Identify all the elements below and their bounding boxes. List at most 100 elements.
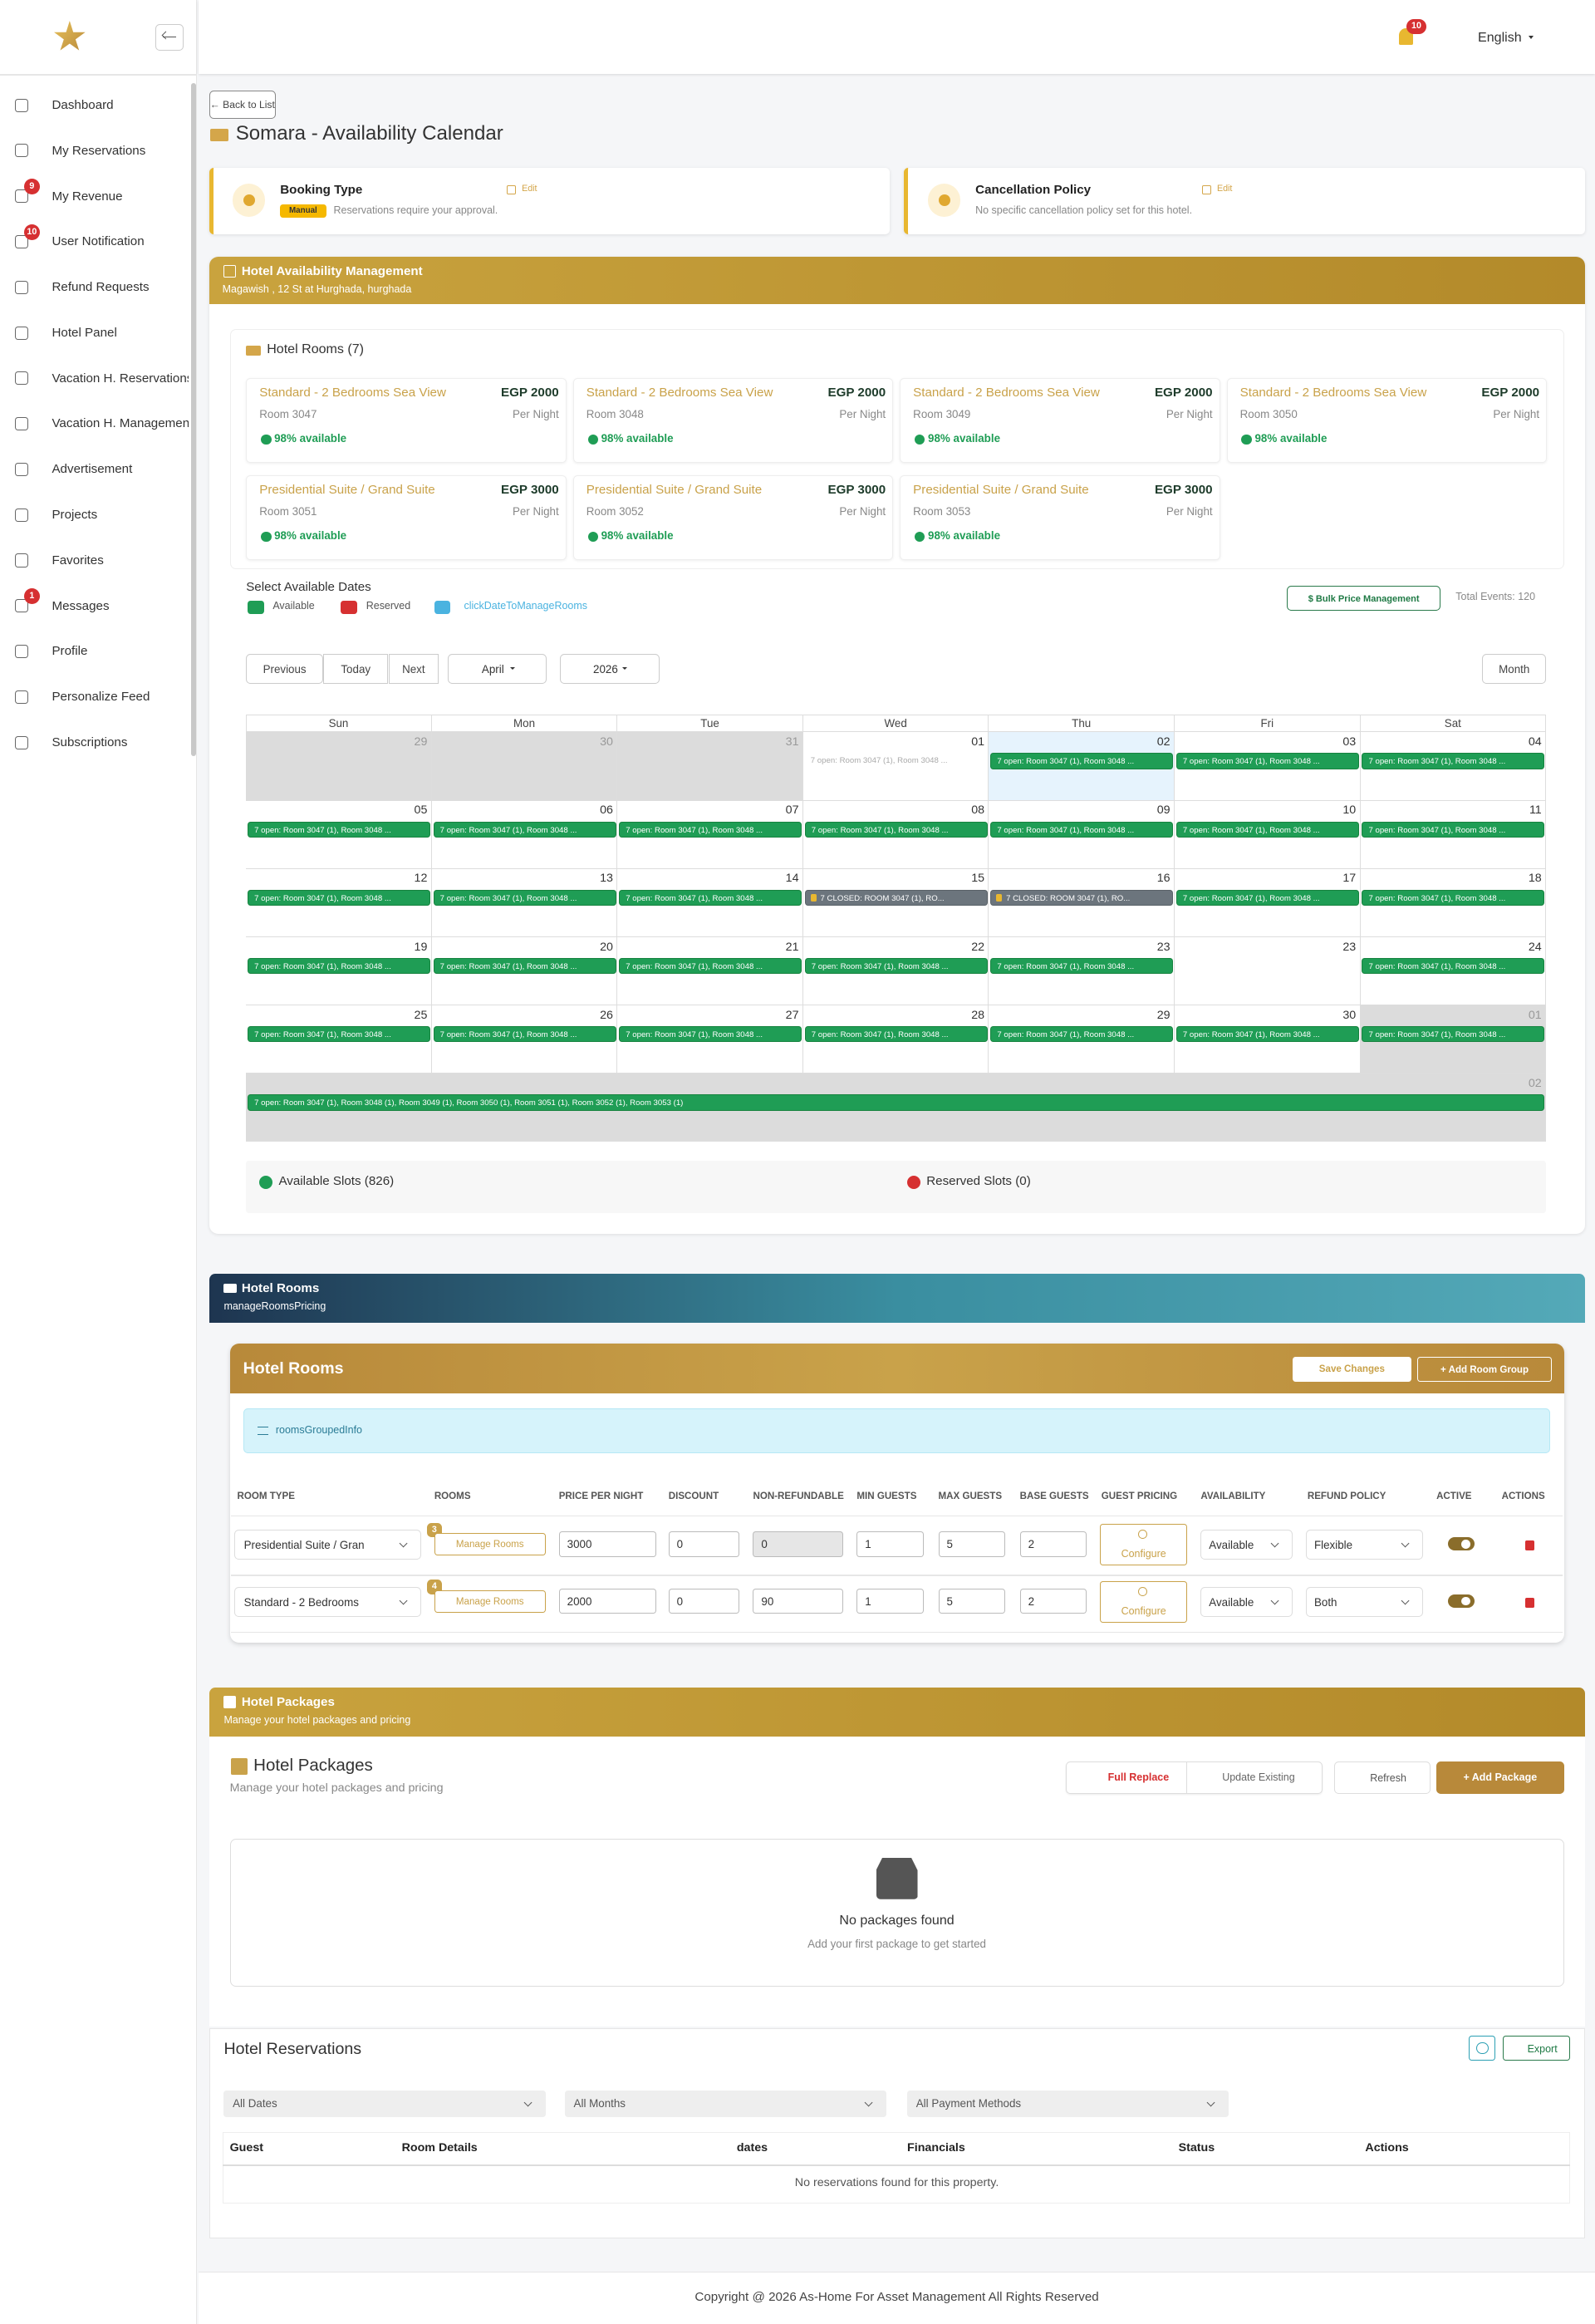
table-header: dates	[736, 2141, 768, 2155]
calendar-event[interactable]: 7 open: Room 3047 (1), Room 3048 ...	[433, 889, 616, 907]
calendar-event[interactable]: 7 open: Room 3047 (1), Room 3048 ...	[433, 957, 616, 975]
sidebar-item[interactable]: Hotel Panel	[52, 325, 117, 340]
number-input[interactable]: 90	[753, 1588, 844, 1614]
number-input[interactable]: 5	[938, 1588, 1005, 1614]
calendar-event[interactable]: 7 open: Room 3047 (1), Room 3048 ...	[804, 957, 988, 975]
calendar-event[interactable]: 7 open: Room 3047 (1), Room 3048 ...	[619, 1025, 802, 1043]
back-button[interactable]: ← Back to List	[209, 90, 276, 119]
sidebar-item[interactable]: Dashboard	[52, 97, 114, 112]
calendar-nav-button[interactable]: Previous	[246, 653, 323, 684]
sidebar-item[interactable]: Refund Requests	[52, 280, 150, 295]
calendar-day[interactable]	[617, 732, 803, 801]
calendar-event[interactable]: 7 open: Room 3047 (1), Room 3048 ...	[1362, 957, 1545, 975]
calendar-event[interactable]: 7 open: Room 3047 (1), Room 3048 ...	[1362, 821, 1545, 838]
manage-rooms-button[interactable]: Manage Rooms	[434, 1589, 546, 1613]
room-number: Room 3047	[259, 407, 317, 420]
number-input[interactable]: 3000	[558, 1531, 657, 1557]
sidebar-item[interactable]: Profile	[52, 644, 88, 659]
calendar-event[interactable]: 7 open: Room 3047 (1), Room 3048 ...	[1362, 753, 1545, 770]
room-type-select[interactable]: Standard - 2 Bedrooms	[233, 1587, 421, 1617]
calendar-event[interactable]: 7 open: Room 3047 (1), Room 3048 ...	[1362, 1025, 1545, 1043]
export-button[interactable]: Export	[1503, 2035, 1570, 2061]
calendar-event[interactable]: 7 CLOSED: ROOM 3047 (1), RO...	[804, 889, 988, 907]
availability-select[interactable]: Available	[1200, 1587, 1293, 1617]
calendar-event[interactable]: 7 open: Room 3047 (1), Room 3048 ...	[990, 1025, 1174, 1043]
sidebar-item[interactable]: My Revenue	[52, 189, 123, 204]
number-input[interactable]: 1	[856, 1531, 924, 1557]
calendar-event[interactable]: 7 open: Room 3047 (1), Room 3048 ...	[247, 1025, 430, 1043]
room-card	[572, 474, 894, 560]
calendar-event[interactable]: 7 open: Room 3047 (1), Room 3048 ...	[804, 1025, 988, 1043]
number-input[interactable]: 2	[1019, 1588, 1087, 1614]
refund-policy-select[interactable]: Flexible	[1306, 1530, 1423, 1560]
calendar-event[interactable]: 7 open: Room 3047 (1), Room 3048 ...	[1175, 821, 1359, 838]
calendar-event[interactable]: 7 open: Room 3047 (1), Room 3048 ...	[1362, 889, 1545, 907]
sidebar-item[interactable]: Vacation H. Reservations	[52, 371, 189, 386]
delete-icon[interactable]	[1525, 1540, 1534, 1551]
availability-select[interactable]: Available	[1200, 1530, 1293, 1560]
calendar-nav-button[interactable]: Next	[388, 653, 439, 684]
full-replace-button[interactable]: Full Replace	[1107, 1771, 1170, 1784]
number-input[interactable]: 0	[668, 1588, 740, 1614]
calendar-event[interactable]: 7 open: Room 3047 (1), Room 3048 ...	[804, 821, 988, 838]
update-existing-button[interactable]: Update Existing	[1222, 1771, 1295, 1784]
month-select[interactable]: April	[447, 653, 547, 684]
number-input[interactable]: 2	[1019, 1531, 1087, 1557]
calendar-event[interactable]: 7 open: Room 3047 (1), Room 3048 ...	[1175, 1025, 1359, 1043]
sidebar-item[interactable]: Favorites	[52, 553, 104, 567]
filter-select[interactable]: All Months	[564, 2090, 887, 2118]
calendar-event[interactable]: 7 open: Room 3047 (1), Room 3048 ...	[433, 1025, 616, 1043]
room-type-select[interactable]: Presidential Suite / Gran	[233, 1530, 421, 1560]
filter-select[interactable]: All Payment Methods	[907, 2090, 1229, 2118]
sidebar-item[interactable]: Messages	[52, 598, 110, 613]
number-input[interactable]: 5	[938, 1531, 1005, 1557]
calendar-event[interactable]: 7 open: Room 3047 (1), Room 3048 ...	[619, 889, 802, 907]
calendar-event[interactable]: 7 open: Room 3047 (1), Room 3048 ...	[247, 957, 430, 975]
add-package-button[interactable]: + Add Package	[1436, 1761, 1564, 1795]
sidebar-item[interactable]: User Notification	[52, 234, 145, 249]
view-button[interactable]: Month	[1482, 653, 1547, 684]
number-input[interactable]: 0	[668, 1531, 740, 1557]
save-changes-button[interactable]: Save Changes	[1292, 1356, 1411, 1383]
sidebar-item[interactable]: Advertisement	[52, 462, 133, 477]
day-number: 06	[600, 803, 613, 818]
filter-select[interactable]: All Dates	[223, 2090, 546, 2118]
manage-rooms-button[interactable]: Manage Rooms	[434, 1533, 546, 1555]
calendar-day[interactable]	[1174, 936, 1361, 1005]
sidebar-item[interactable]: Subscriptions	[52, 735, 128, 749]
edit-link[interactable]: Edit	[522, 184, 537, 194]
calendar-event[interactable]: 7 open: Room 3047 (1), Room 3048 ...	[990, 821, 1174, 838]
refresh-button[interactable]: Refresh	[1333, 1761, 1431, 1795]
number-input[interactable]: 2000	[558, 1588, 657, 1614]
calendar-event[interactable]: 7 open: Room 3047 (1), Room 3048 ...	[990, 957, 1174, 975]
calendar-day[interactable]	[431, 732, 618, 801]
sidebar-item[interactable]: My Reservations	[52, 143, 146, 158]
number-input[interactable]: 0	[753, 1531, 844, 1557]
calendar-day[interactable]	[802, 732, 989, 801]
calendar-day[interactable]	[246, 732, 432, 801]
sidebar-item[interactable]: Personalize Feed	[52, 690, 150, 705]
calendar-event[interactable]: 7 open: Room 3047 (1), Room 3048 (1), Ro…	[247, 1093, 1545, 1111]
calendar-event[interactable]: 7 open: Room 3047 (1), Room 3048 ...	[247, 821, 430, 838]
calendar-event[interactable]: 7 open: Room 3047 (1), Room 3048 ...	[619, 821, 802, 838]
calendar-event[interactable]: 7 open: Room 3047 (1), Room 3048 ...	[1175, 889, 1359, 907]
calendar-event[interactable]: 7 open: Room 3047 (1), Room 3048 ...	[247, 889, 430, 907]
sidebar-item[interactable]: Vacation H. Management	[52, 416, 189, 431]
add-room-group-button[interactable]: + Add Room Group	[1416, 1356, 1553, 1383]
year-select[interactable]: 2026	[560, 653, 660, 684]
calendar-event[interactable]: 7 open: Room 3047 (1), Room 3048 ...	[990, 753, 1174, 770]
edit-link[interactable]: Edit	[1216, 184, 1233, 194]
number-input[interactable]: 1	[856, 1588, 924, 1614]
calendar-event[interactable]: 7 CLOSED: ROOM 3047 (1), RO...	[990, 889, 1174, 907]
calendar-event[interactable]: 7 open: Room 3047 (1), Room 3048 ...	[619, 957, 802, 975]
delete-icon[interactable]	[1525, 1597, 1534, 1609]
mode-divider	[1185, 1761, 1188, 1795]
bulk-price-button[interactable]: $ Bulk Price Management	[1286, 585, 1441, 612]
calendar-event[interactable]: 7 open: Room 3047 (1), Room 3048 ...	[1175, 753, 1359, 770]
calendar-nav-button[interactable]: Today	[322, 653, 389, 684]
calendar-event[interactable]: 7 open: Room 3047 (1), Room 3048 ...	[810, 756, 948, 766]
refund-policy-select[interactable]: Both	[1306, 1587, 1423, 1617]
language-select[interactable]: English	[1478, 29, 1522, 45]
sidebar-item[interactable]: Projects	[52, 508, 98, 522]
calendar-event[interactable]: 7 open: Room 3047 (1), Room 3048 ...	[433, 821, 616, 838]
